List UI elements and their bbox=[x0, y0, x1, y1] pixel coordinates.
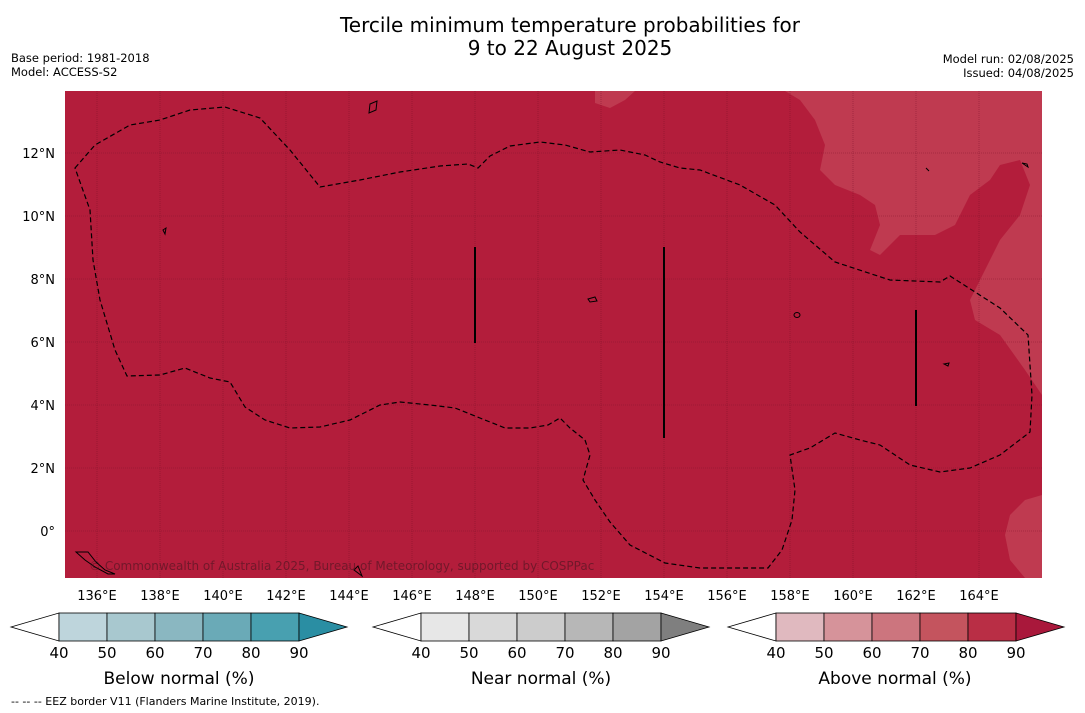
colorbar-extend-right bbox=[660, 612, 711, 642]
below-normal-colorbar: 40 50 60 70 80 90 bbox=[9, 612, 349, 662]
lat-tick-label: 12°N bbox=[22, 147, 55, 162]
model-name: Model: ACCESS-S2 bbox=[11, 65, 118, 79]
above-normal-colorbar: 40 50 60 70 80 90 bbox=[726, 612, 1066, 662]
colorbar-segment bbox=[420, 612, 470, 642]
colorbar-tick-label: 70 bbox=[193, 644, 212, 662]
lon-tick-label: 164°E bbox=[959, 589, 999, 604]
copyright-notice: © Commonwealth of Australia 2025, Bureau… bbox=[89, 559, 595, 573]
title-line-2: 9 to 22 August 2025 bbox=[467, 36, 673, 60]
colorbar-segment bbox=[775, 612, 825, 642]
colorbar-segment bbox=[516, 612, 566, 642]
model-run: Model run: 02/08/2025 bbox=[942, 52, 1074, 66]
colorbar-tick-label: 50 bbox=[459, 644, 478, 662]
colorbar-segment bbox=[564, 612, 614, 642]
colorbar-tick-label: 40 bbox=[411, 644, 430, 662]
latitude-labels: 12°N 10°N 8°N 6°N 4°N 2°N 0° bbox=[22, 147, 55, 540]
colorbar-segment bbox=[250, 612, 300, 642]
colorbar-tick-label: 50 bbox=[814, 644, 833, 662]
lat-tick-label: 8°N bbox=[31, 273, 56, 288]
lon-tick-label: 156°E bbox=[707, 589, 747, 604]
islands bbox=[74, 100, 1029, 578]
colorbars: 40 50 60 70 80 90 40 50 60 70 80 90 40 50 60 70 80 90 bbox=[9, 612, 1066, 662]
lon-tick-label: 140°E bbox=[203, 589, 243, 604]
colorbar-segment bbox=[871, 612, 921, 642]
colorbar-tick-label: 80 bbox=[241, 644, 260, 662]
colorbar-tick-label: 50 bbox=[97, 644, 116, 662]
colorbar-extend-left bbox=[9, 612, 60, 642]
above-normal-label: Above normal (%) bbox=[818, 669, 972, 689]
colorbar-tick-label: 70 bbox=[555, 644, 574, 662]
lat-tick-label: 10°N bbox=[22, 210, 55, 225]
colorbar-tick-label: 90 bbox=[651, 644, 670, 662]
base-period: Base period: 1981-2018 bbox=[11, 51, 150, 65]
lon-tick-label: 136°E bbox=[77, 589, 117, 604]
lon-tick-label: 152°E bbox=[581, 589, 621, 604]
longitude-labels: 136°E 138°E 140°E 142°E 144°E 146°E 148°E 150°E… bbox=[77, 589, 999, 604]
lon-tick-label: 148°E bbox=[455, 589, 495, 604]
lon-tick-label: 162°E bbox=[896, 589, 936, 604]
graticule bbox=[65, 91, 1042, 578]
colorbar-extend-right bbox=[298, 612, 349, 642]
colorbar-extend-left bbox=[371, 612, 422, 642]
eez-footnote: -- -- -- EEZ border V11 (Flanders Marine… bbox=[11, 695, 320, 708]
lat-tick-label: 0° bbox=[40, 525, 55, 540]
lon-tick-label: 142°E bbox=[266, 589, 306, 604]
lon-tick-label: 160°E bbox=[833, 589, 873, 604]
near-normal-label: Near normal (%) bbox=[470, 669, 612, 689]
colorbar-tick-label: 70 bbox=[910, 644, 929, 662]
colorbar-tick-label: 60 bbox=[862, 644, 881, 662]
colorbar-segment bbox=[468, 612, 518, 642]
colorbar-tick-label: 40 bbox=[49, 644, 68, 662]
colorbar-tick-label: 80 bbox=[958, 644, 977, 662]
colorbar-segment bbox=[202, 612, 252, 642]
colorbar-segment bbox=[106, 612, 156, 642]
lat-tick-label: 2°N bbox=[31, 462, 56, 477]
colorbar-tick-label: 60 bbox=[145, 644, 164, 662]
lon-tick-label: 138°E bbox=[140, 589, 180, 604]
colorbar-tick-label: 60 bbox=[507, 644, 526, 662]
probability-patch-north bbox=[595, 91, 635, 108]
colorbar-tick-label: 90 bbox=[1006, 644, 1025, 662]
colorbar-segment bbox=[612, 612, 662, 642]
lat-tick-label: 6°N bbox=[31, 336, 56, 351]
colorbar-extend-left bbox=[726, 612, 777, 642]
colorbar-tick-label: 40 bbox=[766, 644, 785, 662]
colorbar-extend-right bbox=[1015, 612, 1066, 642]
lon-tick-label: 158°E bbox=[770, 589, 810, 604]
colorbar-segment bbox=[919, 612, 969, 642]
colorbar-segment bbox=[967, 612, 1017, 642]
map-title: Tercile minimum temperature probabilitie… bbox=[0, 14, 1085, 60]
colorbar-segment bbox=[823, 612, 873, 642]
near-normal-colorbar: 40 50 60 70 80 90 bbox=[371, 612, 711, 662]
colorbar-segment bbox=[58, 612, 108, 642]
title-line-1: Tercile minimum temperature probabilitie… bbox=[339, 13, 801, 37]
lat-tick-label: 4°N bbox=[31, 399, 56, 414]
colorbar-tick-label: 90 bbox=[289, 644, 308, 662]
issued-date: Issued: 04/08/2025 bbox=[963, 66, 1074, 80]
probability-patch-east bbox=[785, 91, 1042, 395]
colorbar-segment bbox=[154, 612, 204, 642]
below-normal-label: Below normal (%) bbox=[103, 669, 255, 689]
lon-tick-label: 150°E bbox=[518, 589, 558, 604]
lon-tick-label: 154°E bbox=[644, 589, 684, 604]
colorbar-tick-label: 80 bbox=[603, 644, 622, 662]
meta-left: Base period: 1981-2018 Model: ACCESS-S2 bbox=[11, 51, 150, 79]
lon-tick-label: 144°E bbox=[329, 589, 369, 604]
meta-right: Model run: 02/08/2025 Issued: 04/08/2025 bbox=[943, 52, 1074, 80]
probability-patch-southeast bbox=[1005, 495, 1042, 578]
lon-tick-label: 146°E bbox=[392, 589, 432, 604]
